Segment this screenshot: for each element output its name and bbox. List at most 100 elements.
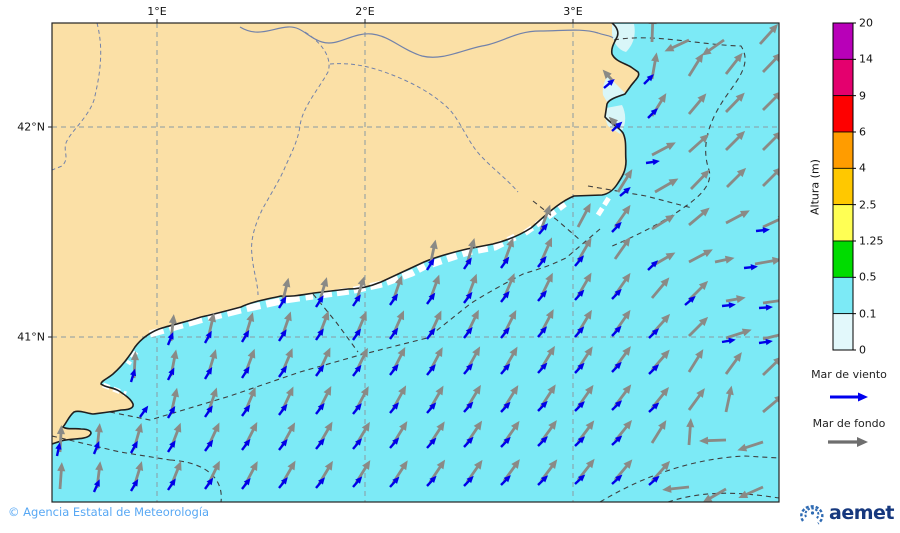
colorbar-tick-label: 14 (859, 52, 873, 66)
lon-axis-label: 1°E (147, 5, 167, 18)
fondo-arrow (687, 388, 705, 411)
viento-arrow (463, 291, 473, 304)
viento-arrow (463, 326, 473, 339)
fondo-arrow (754, 256, 779, 266)
coastal-low-wave-strip (319, 262, 427, 299)
coastal-low-wave-strip (430, 233, 517, 268)
viento-arrow (426, 292, 436, 305)
fondo-arrow (762, 166, 779, 187)
viento-arrow (129, 478, 139, 492)
coastline (52, 23, 640, 445)
viento-arrow (166, 440, 176, 453)
fondo-arrow (725, 328, 752, 340)
fondo-arrow (651, 214, 675, 231)
viento-arrow (240, 366, 250, 379)
viento-arrow (574, 326, 585, 338)
fondo-arrow (762, 356, 779, 377)
fondo-arrow (762, 130, 779, 151)
fondo-arrow (651, 142, 676, 157)
viento-arrow (463, 475, 474, 487)
viento-arrow (315, 438, 325, 450)
colorbar-tick-label: 20 (859, 16, 873, 30)
colorbar-segment (832, 276, 854, 315)
viento-arrow (743, 264, 758, 271)
colorbar-tick-label: 0.5 (859, 270, 877, 284)
viento-arrow (204, 439, 214, 452)
viento-arrow (537, 255, 547, 268)
legend-viento-arrow (830, 392, 868, 402)
viento-arrow (352, 476, 363, 488)
viento-arrow (241, 438, 251, 451)
viento-arrow (203, 330, 212, 344)
aemet-logo-icon (800, 505, 824, 525)
fondo-arrow (650, 420, 667, 444)
province-border-line (329, 63, 519, 193)
viento-arrow (500, 290, 510, 303)
viento-arrow (426, 402, 437, 414)
colorbar-tick-label: 1.25 (859, 234, 884, 248)
viento-arrow (315, 328, 324, 341)
sea-zone-boundary (52, 435, 171, 461)
viento-arrow (426, 475, 437, 487)
fondo-arrow (576, 203, 591, 228)
viento-arrow (425, 258, 435, 271)
viento-arrow (278, 365, 288, 378)
viento-arrow (647, 260, 659, 271)
viento-arrow (603, 79, 615, 89)
colorbar-segment (832, 240, 854, 278)
viento-arrow (315, 364, 325, 377)
viento-arrow (389, 293, 399, 306)
viento-arrow (278, 403, 288, 416)
colorbar-segment (832, 95, 854, 133)
viento-arrow (167, 478, 176, 491)
viento-arrow (500, 475, 511, 486)
viento-arrow (574, 401, 585, 412)
fondo-arrow (724, 92, 745, 113)
viento-arrow (92, 479, 100, 493)
fondo-arrow (714, 255, 735, 264)
colorbar-segment (832, 58, 854, 97)
fondo-arrow (613, 236, 631, 260)
viento-arrow (463, 436, 474, 448)
fondo-arrow (762, 298, 779, 305)
fondo-arrow (699, 436, 727, 445)
viento-arrow (129, 368, 137, 383)
viento-arrow (611, 288, 622, 300)
fondo-arrow (688, 249, 713, 264)
viento-arrow (643, 74, 654, 85)
viento-arrow (500, 363, 511, 375)
map-frame (51, 22, 780, 503)
viento-arrow (574, 474, 586, 485)
fondo-arrow (724, 352, 742, 375)
viento-arrow (426, 364, 436, 376)
viento-arrow (611, 361, 622, 373)
lon-axis-label: 3°E (563, 5, 583, 18)
sea-zone-boundary (609, 37, 746, 248)
colorbar-tick-label: 0 (859, 343, 866, 357)
legend-mar-de-viento-label: Mar de viento (811, 368, 887, 381)
viento-arrow (537, 475, 549, 486)
viento-arrow (648, 328, 660, 339)
fondo-arrow (762, 332, 779, 341)
viento-arrow (203, 366, 213, 380)
fondo-arrow (758, 23, 779, 45)
viento-arrow (537, 400, 548, 412)
fondo-arrow (688, 133, 710, 154)
fondo-arrow (724, 52, 743, 75)
viento-arrow (574, 362, 585, 374)
viento-arrow (500, 256, 510, 269)
viento-arrow (389, 327, 399, 340)
fondo-arrow (686, 418, 695, 446)
fondo-arrow (726, 167, 747, 188)
viento-arrow (611, 121, 623, 132)
viento-arrow (204, 405, 213, 418)
fondo-arrow (762, 215, 779, 229)
viento-arrow (204, 477, 214, 490)
sea-zone-boundary (169, 459, 222, 502)
viento-arrow (647, 108, 658, 119)
fondo-arrow (725, 130, 746, 151)
viento-arrow (611, 221, 622, 233)
viento-arrow (314, 295, 324, 308)
